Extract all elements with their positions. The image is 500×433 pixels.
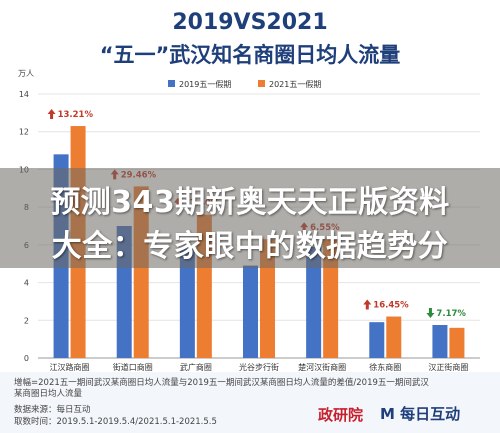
x-tick-label: 武广商圈	[180, 362, 212, 372]
watermark-banner	[0, 168, 500, 268]
bar-2021	[323, 239, 339, 358]
arrow-up-icon	[363, 299, 372, 310]
footer-panel	[0, 372, 500, 433]
bar-2019	[369, 322, 385, 358]
bar-2019	[179, 248, 195, 358]
x-tick-label: 楚河汉街商圈	[298, 362, 346, 372]
x-tick-label: 汉正街商圈	[428, 362, 468, 372]
x-axis-ticks: 江汉路商圈 街道口商圈 武广商圈 光谷步行街 楚河汉街商圈 徐东商圈 汉正街商圈	[50, 362, 469, 372]
y-tick-label: 4	[24, 279, 29, 288]
banner-line-1: 预测343期新奥天天正版资料	[50, 185, 450, 220]
data-source: 数据来源：每日互动	[14, 405, 91, 415]
legend: 2019五一假期 2021五一假期	[168, 80, 321, 89]
y-tick-label: 12	[19, 128, 29, 137]
y-axis-unit: 万人	[18, 69, 34, 78]
chart-title: 2019VS2021	[172, 10, 327, 35]
y-tick-label: 2	[24, 316, 29, 325]
chart-subtitle: “五一”武汉知名商圈日均人流量	[100, 43, 401, 67]
arrow-down-icon	[426, 308, 435, 318]
bar-2019	[432, 325, 448, 358]
x-tick-label: 徐东商圈	[369, 362, 401, 372]
growth-label: 7.17%	[436, 309, 466, 319]
x-tick-label: 光谷步行街	[239, 362, 279, 372]
footnote-formula: 增幅=2021五一期间武汉某商圈日均人流量与2019五一期间武汉某商圈日均人流量…	[14, 378, 429, 388]
x-tick-label: 街道口商圈	[113, 362, 153, 372]
bar-2021	[260, 239, 275, 358]
legend-label: 2019五一假期	[179, 80, 231, 89]
bar-2021	[449, 327, 465, 358]
y-tick-label: 14	[19, 90, 29, 99]
legend-swatch	[168, 80, 175, 87]
arrow-up-icon	[47, 109, 56, 120]
growth-label: 13.21%	[58, 110, 94, 120]
bar-2021	[386, 316, 402, 358]
bar-2019	[306, 246, 322, 358]
banner-line-2: 大全：专家眼中的数据趋势分	[51, 229, 449, 264]
data-period: 取数时间：2019.5.1-2019.5.4/2021.5.1-2021.5.5	[14, 417, 217, 427]
brand-logo-meirihudong: M 每日互动	[380, 405, 461, 423]
y-tick-label: 0	[24, 354, 29, 363]
brand-logo-zhengyanyuan: 政研院	[318, 406, 364, 424]
x-tick-label: 江汉路商圈	[50, 362, 90, 372]
legend-swatch	[258, 80, 265, 87]
footnote-formula-cont: 某商圈日均人流量	[14, 389, 83, 399]
growth-label: 16.45%	[373, 301, 409, 311]
bar-2019	[243, 265, 258, 358]
legend-label: 2021五一假期	[269, 80, 321, 89]
